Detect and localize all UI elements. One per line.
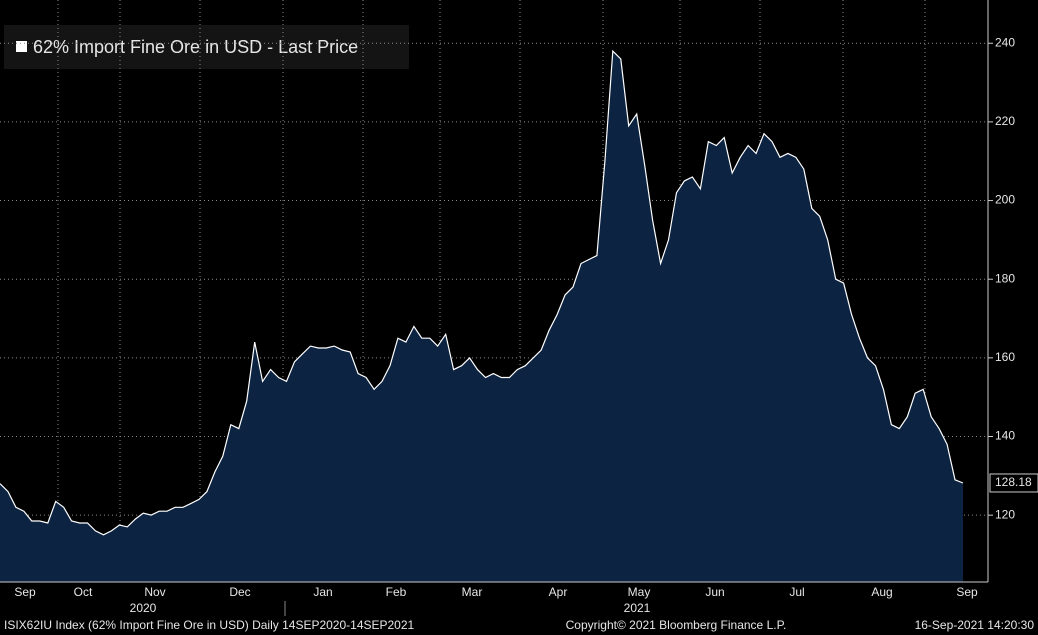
x-tick-label: Sep: [14, 585, 36, 599]
last-price-label: 128.18: [995, 475, 1032, 489]
area: [0, 51, 963, 583]
y-tick-label: 240: [995, 35, 1015, 49]
x-tick-label: Jan: [313, 585, 332, 599]
x-tick-label: Jun: [705, 585, 724, 599]
x-tick-label: May: [628, 585, 651, 599]
y-tick-label: 160: [995, 350, 1015, 364]
legend-box: [4, 25, 409, 69]
x-tick-label: Mar: [462, 585, 483, 599]
x-tick-label: Aug: [871, 585, 892, 599]
legend-swatch: [16, 41, 27, 52]
year-label: 2020: [130, 601, 157, 615]
last-price-box: [989, 473, 1038, 493]
y-tick-label: 180: [995, 271, 1015, 285]
footer-center: Copyright© 2021 Bloomberg Finance L.P.: [566, 618, 787, 632]
x-tick-label: Nov: [144, 585, 165, 599]
x-tick-label: Oct: [74, 585, 93, 599]
y-tick-label: 220: [995, 114, 1015, 128]
y-tick-label: 200: [995, 193, 1015, 207]
year-label: 2021: [624, 601, 651, 615]
y-tick-label: 140: [995, 429, 1015, 443]
x-tick-label: Feb: [386, 585, 407, 599]
footer-right: 16-Sep-2021 14:20:30: [915, 618, 1035, 632]
x-tick-label: Jul: [789, 585, 804, 599]
x-tick-label: Sep: [956, 585, 978, 599]
line: [0, 49, 964, 536]
x-tick-label: Apr: [549, 585, 568, 599]
x-tick-label: Dec: [229, 585, 250, 599]
y-tick-label: 120: [995, 507, 1015, 521]
footer-left: ISIX62IU Index (62% Import Fine Ore in U…: [4, 618, 415, 632]
legend-label: 62% Import Fine Ore in USD - Last Price: [33, 37, 358, 57]
